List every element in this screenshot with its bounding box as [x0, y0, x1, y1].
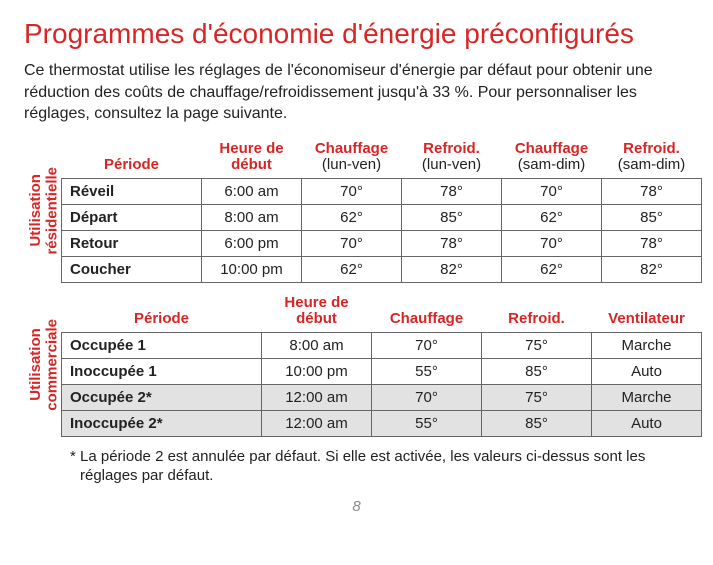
- cell-cool-wk: 78°: [402, 178, 502, 204]
- commercial-side-label: Utilisation commerciale: [24, 319, 61, 411]
- cell-fan: Marche: [592, 332, 702, 358]
- cell-cool-we: 82°: [602, 256, 702, 282]
- cell-period: Retour: [62, 230, 202, 256]
- cell-period: Occupée 1: [62, 332, 262, 358]
- col-chauff-lv: Chauffage(lun-ven): [302, 139, 402, 179]
- col-head: Chauffage: [515, 140, 588, 157]
- table-row: Occupée 2*12:00 am70°75°Marche: [62, 384, 702, 410]
- cell-period: Inoccupée 2*: [62, 410, 262, 436]
- footnote: * La période 2 est annulée par défaut. S…: [70, 447, 689, 486]
- col-chauff: Chauffage: [372, 293, 482, 333]
- table-row: Retour6:00 pm70°78°70°78°: [62, 230, 702, 256]
- table-row: Occupée 18:00 am70°75°Marche: [62, 332, 702, 358]
- cell-period: Départ: [62, 204, 202, 230]
- cell-cool: 85°: [482, 410, 592, 436]
- table-row: Inoccupée 2*12:00 am55°85°Auto: [62, 410, 702, 436]
- cell-cool-wk: 85°: [402, 204, 502, 230]
- cell-cool-we: 78°: [602, 178, 702, 204]
- cell-time: 6:00 pm: [202, 230, 302, 256]
- cell-time: 12:00 am: [262, 410, 372, 436]
- intro-text: Ce thermostat utilise les réglages de l'…: [24, 60, 689, 125]
- residential-table: Période Heure de début Chauffage(lun-ven…: [61, 139, 702, 283]
- col-head: Refroid.: [623, 140, 680, 157]
- cell-heat-wk: 70°: [302, 230, 402, 256]
- cell-period: Inoccupée 1: [62, 358, 262, 384]
- cell-cool: 75°: [482, 332, 592, 358]
- cell-heat-we: 70°: [502, 230, 602, 256]
- cell-fan: Auto: [592, 358, 702, 384]
- col-refr-lv: Refroid.(lun-ven): [402, 139, 502, 179]
- col-head: Chauffage: [315, 140, 388, 157]
- cell-period: Occupée 2*: [62, 384, 262, 410]
- cell-heat-wk: 62°: [302, 204, 402, 230]
- residential-side-label: Utilisation résidentielle: [24, 167, 61, 255]
- col-periode: Période: [62, 293, 262, 333]
- col-sub: (sam-dim): [606, 157, 698, 174]
- cell-cool-we: 85°: [602, 204, 702, 230]
- cell-period: Réveil: [62, 178, 202, 204]
- cell-time: 10:00 pm: [262, 358, 372, 384]
- table-row: Départ8:00 am62°85°62°85°: [62, 204, 702, 230]
- cell-time: 8:00 am: [202, 204, 302, 230]
- cell-time: 8:00 am: [262, 332, 372, 358]
- col-heure: Heure de début: [202, 139, 302, 179]
- cell-heat: 70°: [372, 384, 482, 410]
- col-sub: (lun-ven): [306, 157, 398, 174]
- col-heure: Heure de début: [262, 293, 372, 333]
- col-vent: Ventilateur: [592, 293, 702, 333]
- residential-section: Utilisation résidentielle Période Heure …: [24, 139, 689, 283]
- table-row: Réveil6:00 am70°78°70°78°: [62, 178, 702, 204]
- col-refr-sd: Refroid.(sam-dim): [602, 139, 702, 179]
- table-row: Coucher10:00 pm62°82°62°82°: [62, 256, 702, 282]
- cell-heat-we: 62°: [502, 256, 602, 282]
- cell-heat-wk: 70°: [302, 178, 402, 204]
- col-refr: Refroid.: [482, 293, 592, 333]
- col-head: Refroid.: [423, 140, 480, 157]
- cell-time: 10:00 pm: [202, 256, 302, 282]
- col-sub: (lun-ven): [406, 157, 498, 174]
- cell-heat-wk: 62°: [302, 256, 402, 282]
- cell-heat-we: 62°: [502, 204, 602, 230]
- page-number: 8: [24, 498, 689, 515]
- cell-time: 12:00 am: [262, 384, 372, 410]
- col-sub: (sam-dim): [506, 157, 598, 174]
- table-row: Inoccupée 110:00 pm55°85°Auto: [62, 358, 702, 384]
- page-title: Programmes d'économie d'énergie préconfi…: [24, 18, 689, 50]
- cell-cool-wk: 78°: [402, 230, 502, 256]
- cell-cool-we: 78°: [602, 230, 702, 256]
- cell-fan: Auto: [592, 410, 702, 436]
- cell-heat-we: 70°: [502, 178, 602, 204]
- cell-cool: 85°: [482, 358, 592, 384]
- cell-period: Coucher: [62, 256, 202, 282]
- cell-fan: Marche: [592, 384, 702, 410]
- cell-heat: 55°: [372, 410, 482, 436]
- cell-cool-wk: 82°: [402, 256, 502, 282]
- col-periode: Période: [62, 139, 202, 179]
- cell-heat: 55°: [372, 358, 482, 384]
- commercial-table: Période Heure de début Chauffage Refroid…: [61, 293, 702, 437]
- cell-time: 6:00 am: [202, 178, 302, 204]
- cell-heat: 70°: [372, 332, 482, 358]
- col-chauff-sd: Chauffage(sam-dim): [502, 139, 602, 179]
- cell-cool: 75°: [482, 384, 592, 410]
- commercial-section: Utilisation commerciale Période Heure de…: [24, 293, 689, 437]
